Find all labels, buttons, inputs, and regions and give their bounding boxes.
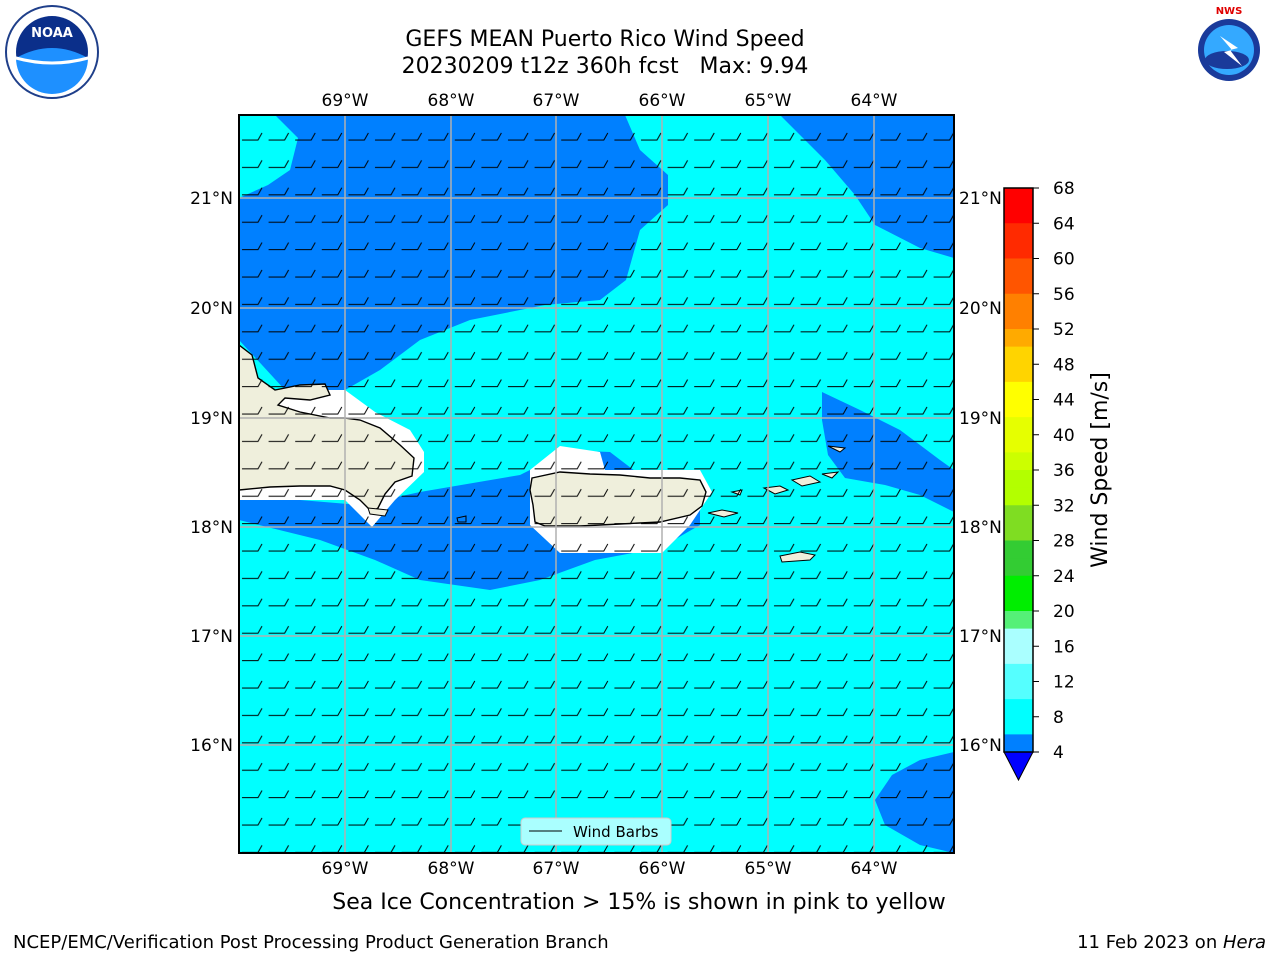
colorbar-tick-label: 4: [1053, 743, 1064, 763]
colorbar-swatch: [1004, 205, 1033, 224]
colorbar-tick-label: 68: [1053, 179, 1075, 199]
colorbar-swatch: [1004, 628, 1033, 647]
colorbar-swatch: [1004, 381, 1033, 400]
footer-date: 11 Feb 2023 on Hera: [1077, 932, 1266, 953]
svg-text:NWS: NWS: [1216, 6, 1243, 17]
lat-label: 21°N: [190, 189, 233, 209]
colorbar-swatch: [1004, 611, 1033, 630]
colorbar-swatch: [1004, 699, 1033, 718]
lon-label: 65°W: [745, 859, 792, 879]
colorbar-swatch: [1004, 364, 1033, 383]
lon-label: 67°W: [533, 859, 580, 879]
map-subtitle: 20230209 t12z 360h fcst Max: 9.94: [401, 54, 809, 79]
colorbar-swatch: [1004, 716, 1033, 735]
colorbar-tick-label: 44: [1053, 391, 1075, 411]
colorbar-tick-label: 20: [1053, 602, 1075, 622]
colorbar-tick-label: 64: [1053, 214, 1075, 234]
legend: Wind Barbs: [520, 817, 672, 846]
colorbar-tick-label: 28: [1053, 532, 1075, 552]
colorbar-under-arrow: [1003, 751, 1034, 782]
lon-label: 65°W: [745, 91, 792, 111]
map-frame: [238, 114, 955, 854]
lat-label: 21°N: [959, 189, 1002, 209]
lon-label: 67°W: [533, 91, 580, 111]
colorbar: 68 64 60 56 52 48 44 40 36 32 28 24 20 16 12 8 4 Wind Sp…: [1003, 179, 1113, 782]
footer-branch: NCEP/EMC/Verification Post Processing Pr…: [13, 932, 609, 953]
colorbar-tick-label: 24: [1053, 567, 1075, 587]
lon-labels-top: 69°W 68°W 67°W 66°W 65°W 64°W: [322, 91, 898, 111]
colorbar-tick-label: 52: [1053, 320, 1075, 340]
lat-labels-right: 21°N 20°N 19°N 18°N 17°N 16°N: [959, 189, 1002, 756]
lon-label: 69°W: [322, 859, 369, 879]
colorbar-swatch: [1004, 575, 1033, 594]
lat-label: 16°N: [959, 736, 1002, 756]
lat-label: 20°N: [959, 299, 1002, 319]
colorbar-tick-label: 56: [1053, 285, 1075, 305]
nws-logo: NWS: [1183, 4, 1275, 96]
lon-label: 66°W: [639, 859, 686, 879]
wind-barbs: [239, 115, 954, 853]
colorbar-swatch: [1004, 434, 1033, 453]
colorbar-swatch: [1004, 223, 1033, 242]
colorbar-swatch: [1004, 311, 1033, 330]
colorbar-swatch: [1004, 505, 1033, 524]
lon-label: 64°W: [851, 859, 898, 879]
colorbar-label: Wind Speed [m/s]: [1088, 372, 1113, 568]
colorbar-tick-label: 60: [1053, 250, 1075, 270]
lat-label: 16°N: [190, 736, 233, 756]
colorbar-swatch: [1004, 188, 1033, 207]
map-title: GEFS MEAN Puerto Rico Wind Speed: [405, 27, 805, 52]
colorbar-tick-label: 16: [1053, 637, 1075, 657]
lon-label: 66°W: [639, 91, 686, 111]
colorbar-swatch: [1004, 734, 1033, 753]
colorbar-swatch: [1004, 329, 1033, 348]
lon-label: 64°W: [851, 91, 898, 111]
colorbar-swatch: [1004, 681, 1033, 700]
colorbar-tick-label: 32: [1053, 496, 1075, 516]
lon-labels-bottom: 69°W 68°W 67°W 66°W 65°W 64°W: [322, 859, 898, 879]
lat-label: 19°N: [190, 409, 233, 429]
legend-label: Wind Barbs: [573, 823, 659, 841]
colorbar-swatch: [1004, 663, 1033, 682]
colorbar-swatch: [1004, 487, 1033, 506]
colorbar-swatch: [1004, 399, 1033, 418]
graticule: [239, 115, 954, 853]
colorbar-swatch: [1004, 293, 1033, 312]
colorbar-swatch: [1004, 522, 1033, 541]
lat-label: 18°N: [190, 518, 233, 538]
lon-label: 68°W: [428, 859, 475, 879]
colorbar-swatch: [1004, 540, 1033, 559]
lat-label: 20°N: [190, 299, 233, 319]
footer-host: Hera: [1222, 932, 1266, 953]
colorbar-swatch: [1004, 276, 1033, 295]
lat-labels-left: 21°N 20°N 19°N 18°N 17°N 16°N: [190, 189, 233, 756]
noaa-logo: NOAA: [5, 5, 99, 99]
colorbar-swatch: [1004, 452, 1033, 471]
colorbar-swatch: [1004, 593, 1033, 612]
sea-ice-caption: Sea Ice Concentration > 15% is shown in …: [332, 890, 946, 915]
colorbar-swatch: [1004, 240, 1033, 259]
colorbar-tick-label: 36: [1053, 461, 1075, 481]
colorbar-swatch: [1004, 258, 1033, 277]
colorbar-swatch: [1004, 346, 1033, 365]
lon-label: 69°W: [322, 91, 369, 111]
colorbar-tick-label: 40: [1053, 426, 1075, 446]
colorbar-tick-label: 48: [1053, 355, 1075, 375]
lon-label: 68°W: [428, 91, 475, 111]
colorbar-swatch: [1004, 646, 1033, 665]
colorbar-swatch: [1004, 558, 1033, 577]
colorbar-tick-label: 8: [1053, 708, 1064, 728]
colorbar-tick-label: 12: [1053, 673, 1075, 693]
colorbar-swatch: [1004, 470, 1033, 489]
colorbar-swatch: [1004, 417, 1033, 436]
lat-label: 18°N: [959, 518, 1002, 538]
lat-label: 19°N: [959, 409, 1002, 429]
lat-label: 17°N: [190, 627, 233, 647]
lat-label: 17°N: [959, 627, 1002, 647]
noaa-logo-text: NOAA: [31, 26, 73, 41]
